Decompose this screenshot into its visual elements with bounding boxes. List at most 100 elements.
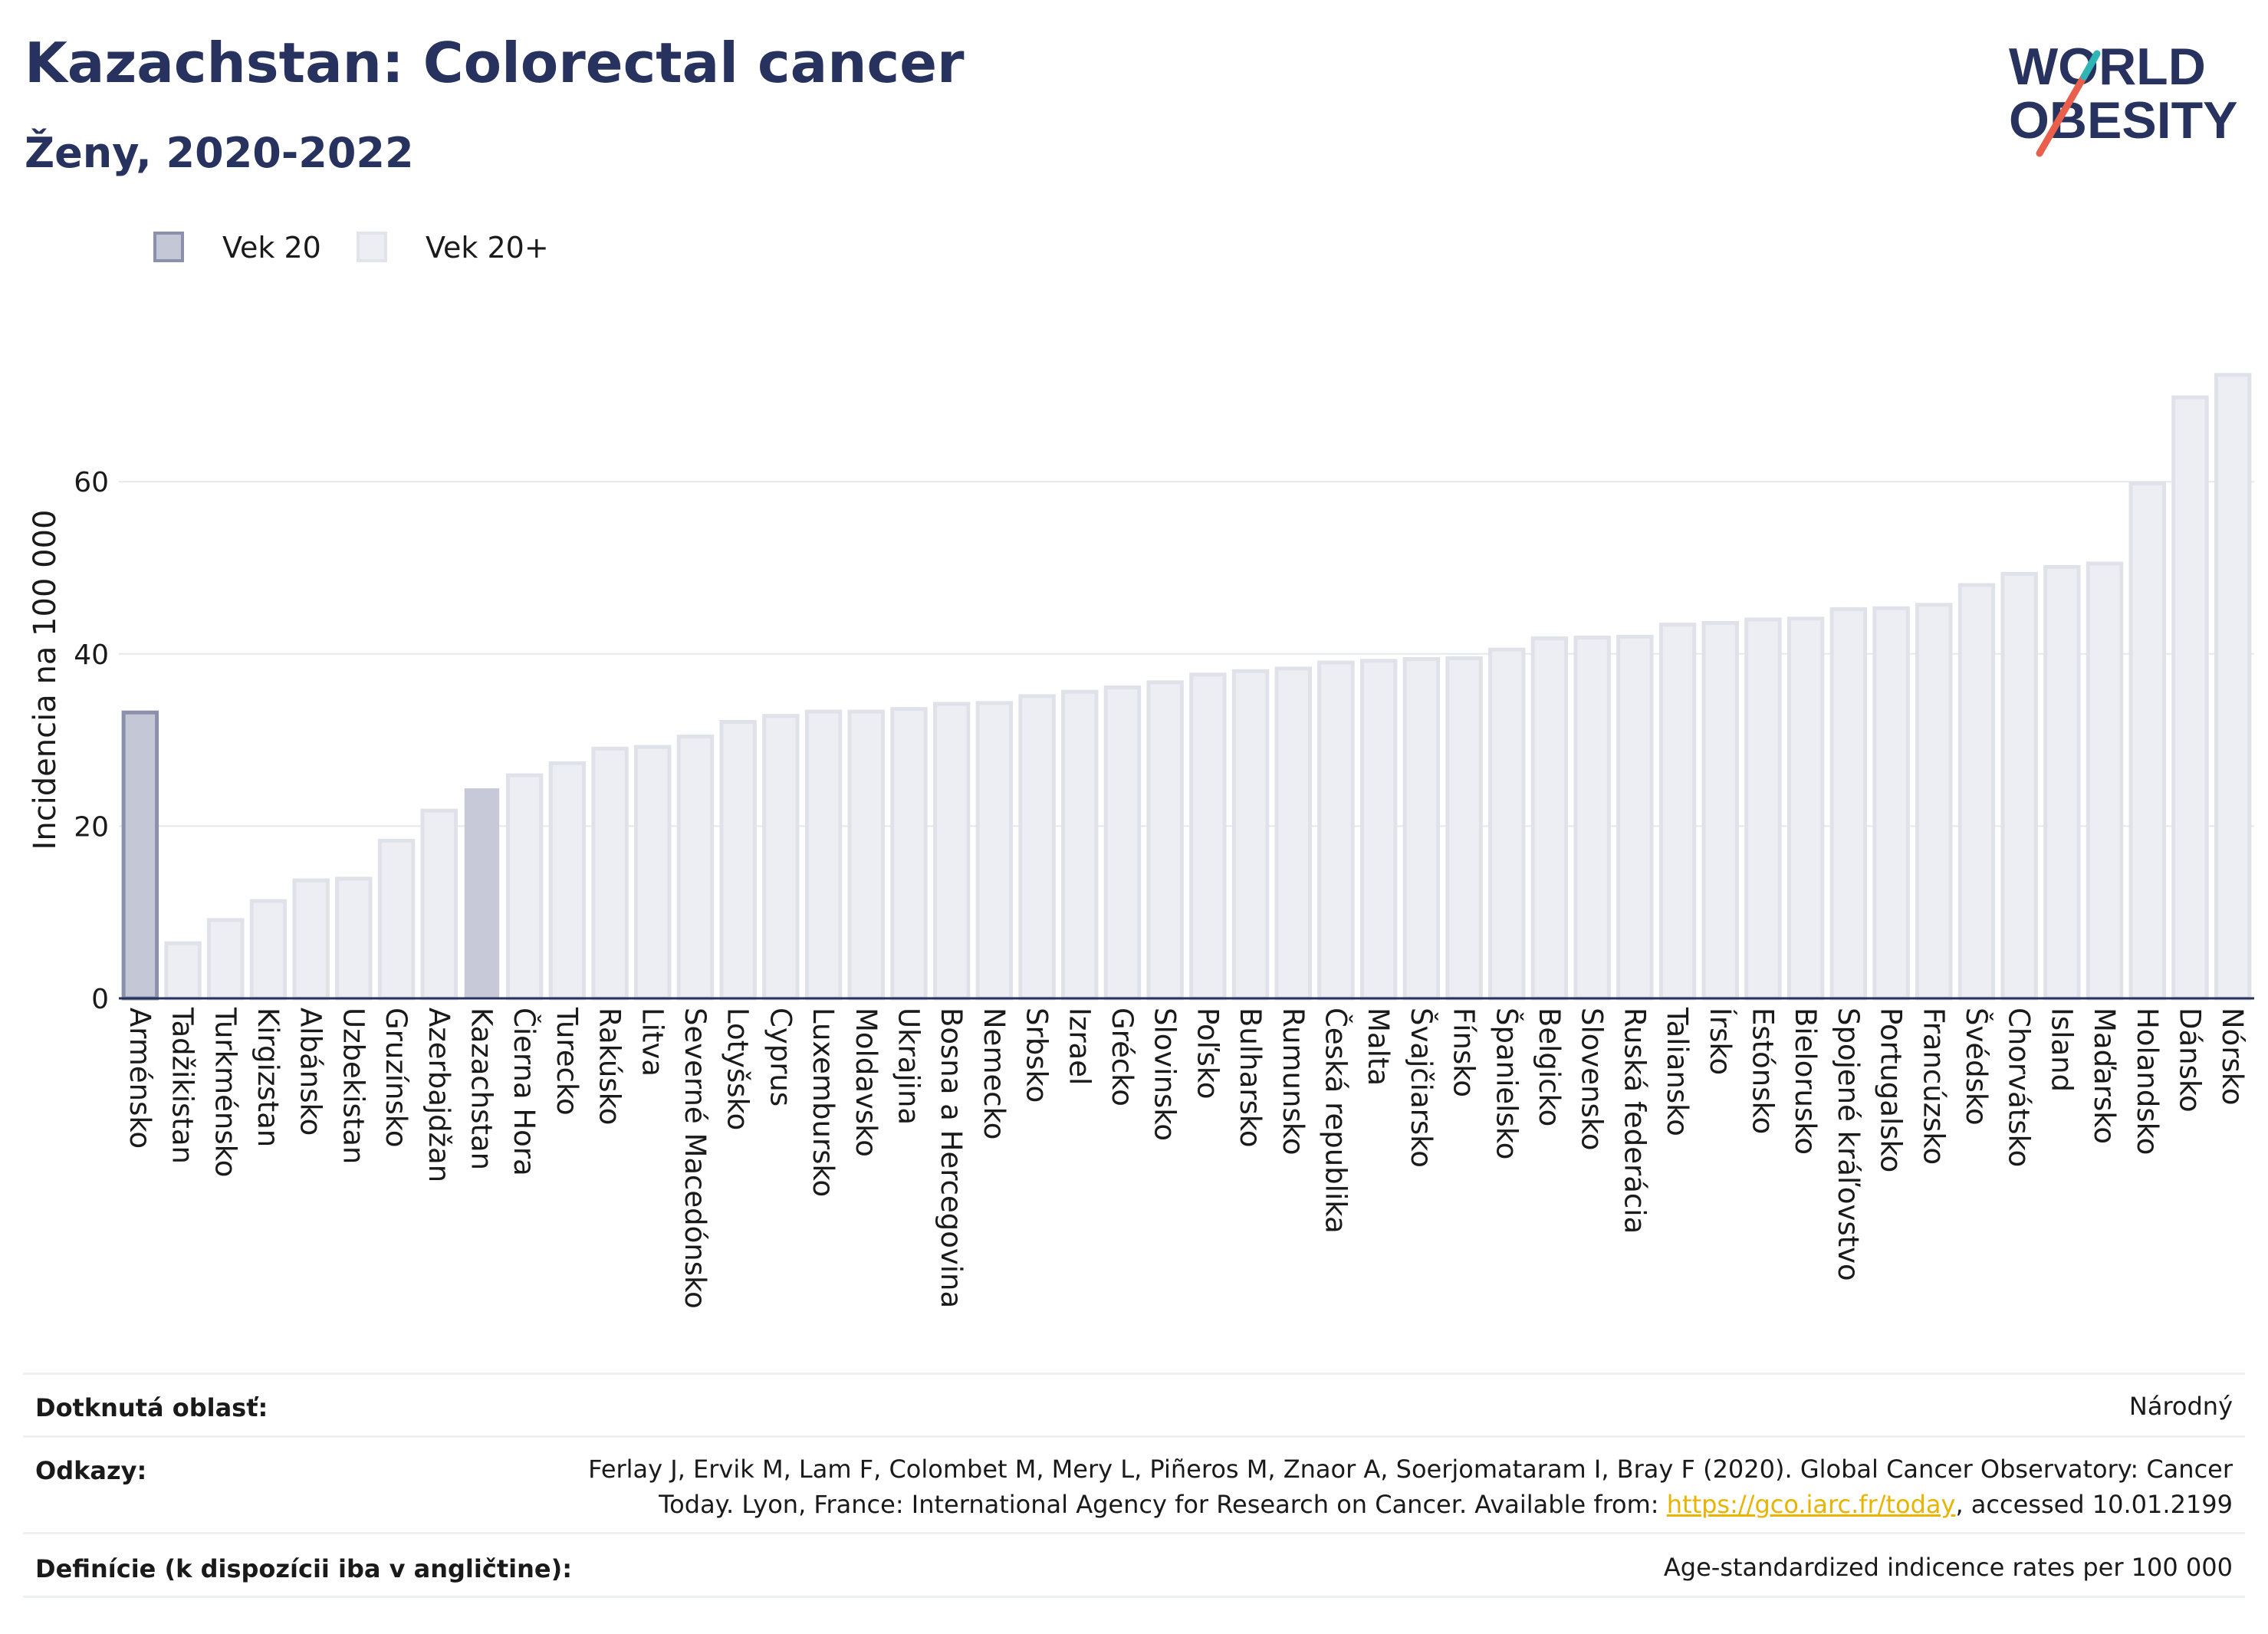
bar xyxy=(1829,607,1868,1001)
info-def-value: Age-standardized indicence rates per 100… xyxy=(1663,1553,2233,1582)
x-tick-label: Švédsko xyxy=(1960,1008,1994,1126)
y-tick-label: 0 xyxy=(91,984,109,1015)
bar xyxy=(804,709,843,1001)
logo-line-1: WORLD xyxy=(2009,38,2206,96)
bar xyxy=(505,773,544,1001)
x-tick-label: Island xyxy=(2045,1008,2078,1092)
x-tick-label: Rakúsko xyxy=(593,1008,626,1125)
info-def-label: Definície (k dispozícii iba v angličtine… xyxy=(35,1554,572,1583)
x-tick-label: Bielorusko xyxy=(1789,1008,1822,1155)
x-tick-label: Malta xyxy=(1362,1008,1395,1086)
x-tick-label: Grécko xyxy=(1106,1008,1139,1106)
world-obesity-logo: WORLD OBESITY xyxy=(2009,38,2238,157)
logo-slash-red xyxy=(2036,73,2088,157)
bar xyxy=(1018,694,1056,1001)
x-tick-label: Severné Macedónsko xyxy=(679,1008,712,1309)
page-title: Kazachstan: Colorectal cancer xyxy=(25,31,965,95)
y-axis-title: Incidencia na 100 000 xyxy=(28,510,63,850)
info-refs-value: Ferlay J, Ervik M, Lam F, Colombet M, Me… xyxy=(588,1452,2233,1522)
bar xyxy=(464,788,500,1000)
info-refs-line-1: Ferlay J, Ervik M, Lam F, Colombet M, Me… xyxy=(588,1455,2233,1484)
x-tick-label: Španielsko xyxy=(1490,1008,1524,1159)
x-tick-label: Turecko xyxy=(551,1007,583,1116)
bar xyxy=(1103,685,1142,1001)
x-tick-label: Moldavsko xyxy=(850,1008,883,1157)
bar xyxy=(975,701,1014,1001)
x-tick-label: Kirgizstan xyxy=(251,1008,284,1147)
legend-swatch-vek-20-plus xyxy=(357,232,387,262)
info-area-value: Národný xyxy=(2128,1392,2233,1421)
bar xyxy=(2128,481,2166,1001)
x-tick-label: Česká republika xyxy=(1319,1008,1353,1234)
legend-label-vek-20-plus: Vek 20+ xyxy=(426,231,549,265)
x-tick-label: Belgicko xyxy=(1533,1008,1566,1126)
x-tick-label: Turkménsko xyxy=(209,1007,242,1177)
page-subtitle: Ženy, 2020-2022 xyxy=(25,129,414,177)
x-tick-label: Gruzínsko xyxy=(380,1008,413,1148)
bar xyxy=(591,746,629,1001)
bar xyxy=(207,918,245,1001)
info-row-definitions: Definície (k dispozícii iba v angličtine… xyxy=(23,1532,2245,1598)
bar xyxy=(1872,606,1910,1001)
bar xyxy=(932,702,971,1001)
x-tick-label: Maďarsko xyxy=(2088,1008,2121,1144)
legend-label-vek-20: Vek 20 xyxy=(222,231,321,265)
x-tick-label: Estónsko xyxy=(1746,1008,1779,1134)
x-tick-label: Fínsko xyxy=(1448,1008,1481,1097)
x-tick-label: Tadžikistan xyxy=(166,1007,199,1164)
bar xyxy=(1402,657,1441,1001)
bar xyxy=(1616,634,1654,1001)
info-refs-line-2-post: , accessed 10.01.2199 xyxy=(1955,1490,2233,1519)
x-tick-label: Chorvátsko xyxy=(2003,1008,2036,1167)
x-tick-label: Taliansko xyxy=(1661,1007,1694,1136)
x-tick-label: Ruská federácia xyxy=(1618,1008,1651,1234)
x-tick-label: Holandsko xyxy=(2131,1008,2164,1155)
bar xyxy=(292,878,330,1001)
x-tick-label: Ukrajina xyxy=(892,1008,925,1125)
bar xyxy=(1573,635,1611,1001)
bar xyxy=(2043,564,2081,1001)
bar xyxy=(1744,617,1782,1001)
x-tick-label: Uzbekistan xyxy=(337,1008,370,1164)
bar xyxy=(1488,647,1526,1001)
bar xyxy=(1146,680,1184,1001)
x-tick-label: Izrael xyxy=(1063,1008,1096,1085)
bar xyxy=(1786,616,1825,1001)
bar xyxy=(1274,666,1312,1001)
x-tick-label: Čierna Hora xyxy=(508,1008,541,1176)
x-tick-label: Bulharsko xyxy=(1234,1008,1267,1147)
x-tick-label: Bosna a Hercegovina xyxy=(935,1008,968,1308)
bar xyxy=(121,710,159,1001)
x-tick-label: Lotyšsko xyxy=(721,1008,754,1130)
x-tick-label: Švajčiarsko xyxy=(1405,1008,1438,1168)
x-tick-label: Kazachstan xyxy=(465,1008,498,1170)
info-refs-label: Odkazy: xyxy=(35,1456,147,1485)
x-tick-label: Poľsko xyxy=(1191,1008,1224,1100)
y-tick-label: 40 xyxy=(74,639,109,671)
info-refs-link[interactable]: https://gco.iarc.fr/today xyxy=(1666,1490,1956,1519)
bar xyxy=(1061,689,1099,1001)
x-tick-label: Rumunsko xyxy=(1277,1008,1310,1155)
bar xyxy=(2086,561,2124,1001)
bar xyxy=(1915,603,1953,1001)
x-tick-label: Litva xyxy=(636,1008,669,1077)
x-tick-label: Srbsko xyxy=(1021,1008,1053,1103)
x-tick-label: Portugalsko xyxy=(1875,1008,1908,1172)
x-tick-label: Arménsko xyxy=(123,1008,156,1149)
bar xyxy=(1701,620,1739,1001)
x-tick-label: Írsko xyxy=(1704,1008,1737,1075)
x-tick-label: Francúzsko xyxy=(1917,1008,1950,1165)
x-tick-label: Slovensko xyxy=(1576,1008,1609,1151)
bar xyxy=(2000,571,2038,1001)
info-refs-line-2: Today. Lyon, France: International Agenc… xyxy=(588,1487,2233,1522)
bar xyxy=(1445,656,1483,1001)
bar xyxy=(1189,672,1227,1001)
x-tick-label: Albánsko xyxy=(294,1008,327,1136)
bar xyxy=(1658,623,1697,1001)
y-tick-label: 20 xyxy=(74,811,109,843)
x-tick-label: Nórsko xyxy=(2216,1008,2249,1106)
bar xyxy=(1359,659,1398,1001)
bar xyxy=(377,838,416,1001)
x-tick-label: Nemecko xyxy=(978,1008,1011,1139)
bar xyxy=(335,876,373,1001)
